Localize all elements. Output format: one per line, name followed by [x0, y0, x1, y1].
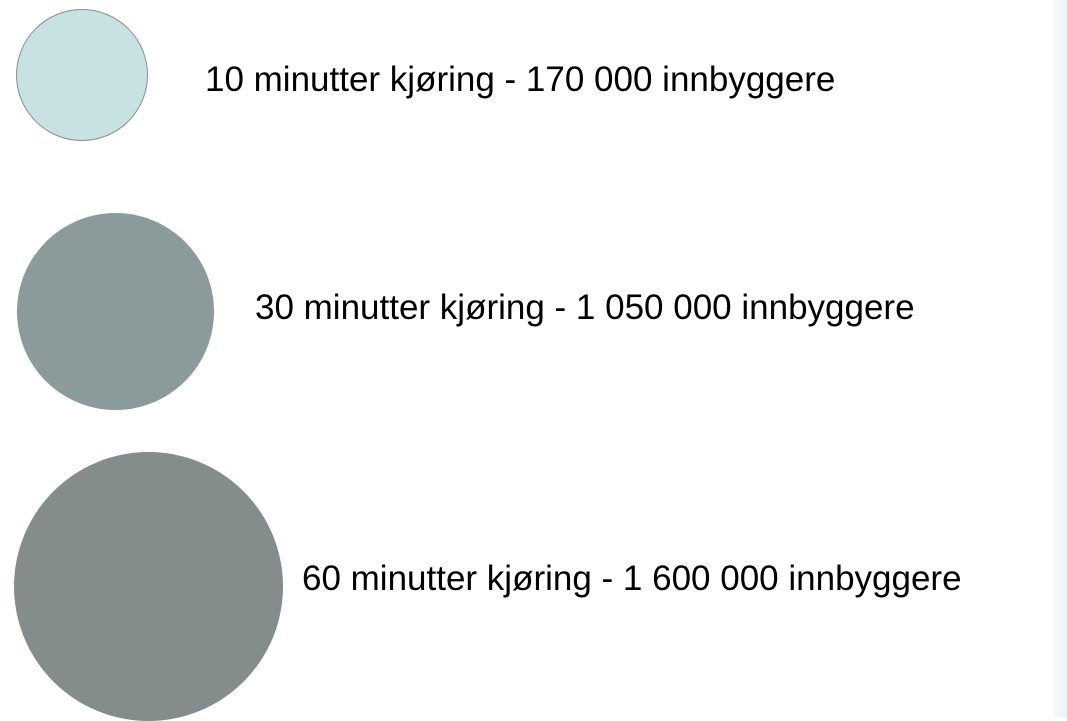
- label-10-min: 10 minutter kjøring - 170 000 innbyggere: [205, 60, 836, 99]
- circle-30-min: [17, 213, 214, 410]
- label-30-min: 30 minutter kjøring - 1 050 000 innbygge…: [255, 288, 915, 327]
- circle-10-min: [16, 9, 148, 141]
- label-60-min: 60 minutter kjøring - 1 600 000 innbygge…: [302, 559, 962, 598]
- background-edge: [1053, 0, 1067, 717]
- circle-60-min: [14, 452, 283, 721]
